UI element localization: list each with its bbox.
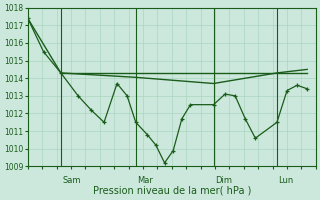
X-axis label: Pression niveau de la mer( hPa ): Pression niveau de la mer( hPa ) — [92, 186, 251, 196]
Text: Mar: Mar — [137, 176, 153, 185]
Text: Dim: Dim — [215, 176, 232, 185]
Text: Lun: Lun — [278, 176, 294, 185]
Text: Sam: Sam — [62, 176, 81, 185]
